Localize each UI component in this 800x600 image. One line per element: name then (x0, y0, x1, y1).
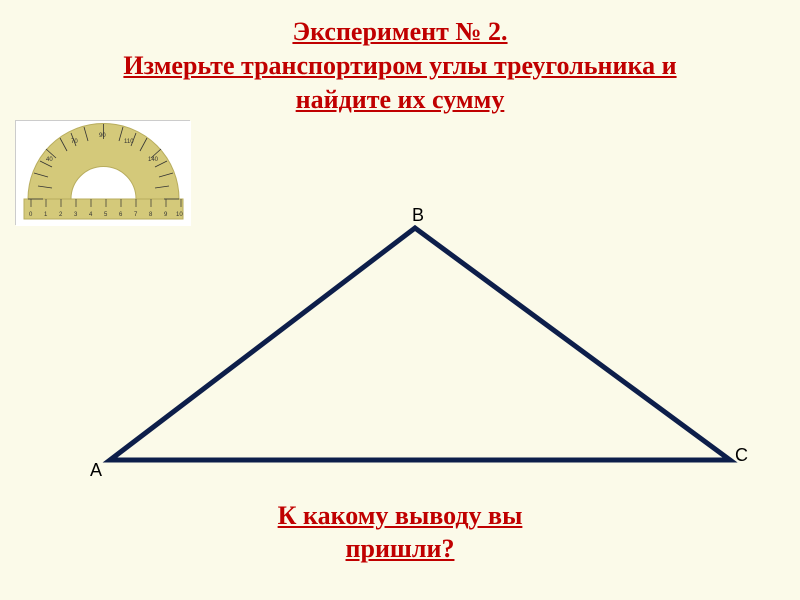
vertex-a-label: A (90, 460, 102, 481)
triangle-shape (110, 228, 730, 460)
svg-text:40: 40 (46, 157, 53, 163)
title-block: Эксперимент № 2. Измерьте транспортиром … (0, 0, 800, 116)
conclusion-line-1: К какому выводу вы (0, 500, 800, 533)
title-line-3: найдите их сумму (0, 83, 800, 117)
svg-text:110: 110 (124, 139, 134, 145)
svg-text:90: 90 (99, 133, 106, 139)
svg-text:70: 70 (71, 139, 78, 145)
vertex-c-label: C (735, 445, 748, 466)
vertex-b-label: B (412, 205, 424, 226)
conclusion-line-2: пришли? (0, 533, 800, 566)
title-line-1: Эксперимент № 2. (0, 15, 800, 49)
svg-text:140: 140 (148, 157, 159, 163)
conclusion-block: К какому выводу вы пришли? (0, 500, 800, 565)
triangle-diagram: A B C (90, 210, 730, 480)
title-line-2: Измерьте транспортиром углы треугольника… (0, 49, 800, 83)
